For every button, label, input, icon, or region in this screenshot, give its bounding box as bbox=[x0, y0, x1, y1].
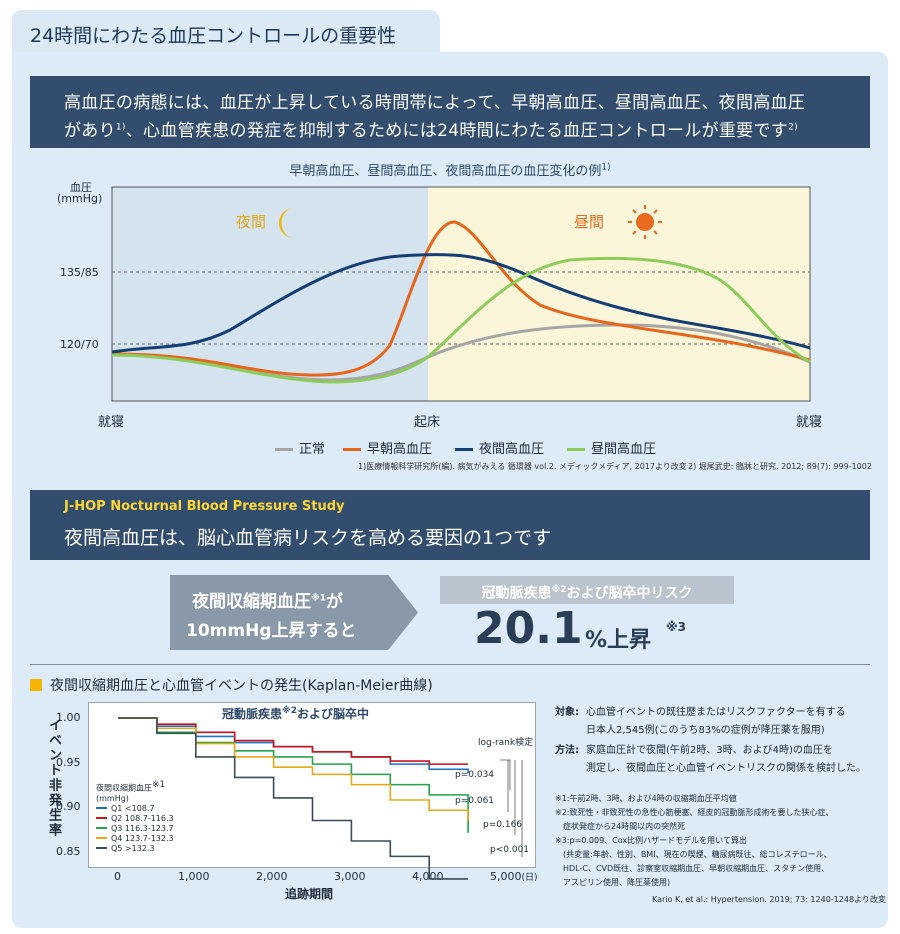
km-legend-q2: Q2 108.7-116.3 bbox=[96, 814, 174, 824]
method-text-1: 家庭血圧計で夜間(午前2時、3時、および4時)の血圧を bbox=[586, 745, 833, 756]
km-y-axis-title: イベント非発生率 bbox=[46, 718, 61, 838]
reference-2: 2) 堀尾武史: 臨牀と研究. 2012; 89(7): 999-1002 bbox=[688, 462, 872, 471]
km-subtitle: 冠動脈疾患※2および脳卒中 bbox=[222, 706, 370, 721]
nocturnal-curve bbox=[111, 253, 811, 354]
risk-footnote-mark: ※3 bbox=[666, 620, 687, 634]
km-x-tick: 0 bbox=[114, 870, 121, 883]
km-x-tick: 2,000 bbox=[256, 870, 288, 883]
p-value: p=0.166 bbox=[483, 820, 523, 830]
legend-morning: 早朝高血圧 bbox=[343, 438, 432, 457]
p-value: p<0.001 bbox=[490, 845, 530, 855]
study-banner: J-HOP Nocturnal Blood Pressure Study 夜間高… bbox=[30, 490, 870, 560]
footnotes: ※1:午前2時、3時、および4時の収縮期血圧平均値 ※2:致死性・非致死性の急性… bbox=[555, 794, 834, 887]
summary-line-2: があり1)、心血管疾患の発症を抑制するためには24時間にわたる血圧コントロールが… bbox=[64, 121, 798, 141]
day-label: 昼間 bbox=[574, 213, 604, 231]
condition-line-2: 10mmHg上昇すると bbox=[186, 621, 357, 641]
x-label-bedtime-start: 就寝 bbox=[98, 415, 125, 430]
bp-figure-title: 早朝高血圧、昼間高血圧、夜間高血圧の血圧変化の例1) bbox=[289, 162, 611, 179]
km-y-tick: 0.85 bbox=[56, 845, 81, 858]
condition-line-1: 夜間収縮期血圧※1が bbox=[192, 592, 344, 612]
km-x-axis-title: 追跡期間 bbox=[285, 887, 334, 901]
km-legend-q4: Q4 123.7-132.3 bbox=[96, 834, 174, 844]
sun-icon bbox=[628, 205, 662, 239]
km-series-line bbox=[118, 717, 469, 880]
km-legend-q1: Q1 <108.7 bbox=[96, 804, 174, 814]
bp-tick-upper: 135/85 bbox=[60, 266, 99, 279]
km-legend: 夜間収縮期血圧※1 (mmHg) Q1 <108.7 Q2 108.7-116.… bbox=[96, 780, 174, 854]
km-legend-unit: (mmHg) bbox=[96, 793, 129, 803]
p-value: p=0.061 bbox=[455, 796, 495, 806]
section-tab: 24時間にわたる血圧コントロールの重要性 bbox=[12, 10, 440, 54]
method-text-2: 測定し、夜間血圧と心血管イベントリスクの関係を検討した。 bbox=[586, 763, 866, 774]
legend-normal: 正常 bbox=[275, 438, 325, 457]
legend-nocturnal: 夜間高血圧 bbox=[455, 438, 544, 457]
summary-line-1: 高血圧の病態には、血圧が上昇している時間帯によって、早朝高血圧、昼間高血圧、夜間… bbox=[64, 93, 806, 113]
km-y-tick: 0.95 bbox=[56, 756, 81, 769]
subject-text-1: 心血管イベントの既往歴またはリスクファクターを有する bbox=[586, 707, 846, 718]
summary-banner: 高血圧の病態には、血圧が上昇している時間帯によって、早朝高血圧、昼間高血圧、夜間… bbox=[30, 76, 870, 148]
risk-label: 冠動脈疾患※2および脳卒中リスク bbox=[440, 576, 734, 604]
p-value: p=0.034 bbox=[455, 770, 495, 780]
km-x-tick: 1,000 bbox=[178, 870, 210, 883]
km-legend-q5: Q5 >132.3 bbox=[96, 844, 174, 854]
p-bracket bbox=[500, 759, 523, 857]
section-title: 24時間にわたる血圧コントロールの重要性 bbox=[30, 25, 397, 47]
km-x-tick: 3,000 bbox=[334, 870, 366, 883]
km-x-tick: 5,000(日) bbox=[490, 870, 538, 883]
divider bbox=[30, 664, 870, 665]
km-legend-title: 夜間収縮期血圧※1 bbox=[96, 780, 166, 793]
km-x-tick: 4,000 bbox=[412, 870, 444, 883]
study-headline: 夜間高血圧は、脳心血管病リスクを高める要因の1つです bbox=[64, 527, 552, 549]
morning-curve bbox=[111, 220, 811, 377]
logrank-label: log-rank検定 bbox=[478, 738, 534, 748]
risk-unit: %上昇 bbox=[585, 628, 652, 653]
daytime-curve bbox=[111, 256, 811, 384]
subject-text-2: 日本人2,545例(このうち83%の症例が降圧薬を服用) bbox=[586, 725, 825, 736]
km-plot-area bbox=[88, 702, 536, 868]
reference-1: 1)医療情報科学研究所(編). 病気がみえる 循環器 vol.2. メディックメ… bbox=[358, 462, 687, 471]
bp-tick-lower: 120/70 bbox=[60, 338, 99, 351]
x-label-bedtime-end: 就寝 bbox=[796, 415, 823, 430]
x-label-wake: 起床 bbox=[414, 415, 441, 430]
km-series-line bbox=[118, 717, 469, 774]
condition-arrow: 夜間収縮期血圧※1が 10mmHg上昇すると bbox=[170, 575, 418, 650]
legend-daytime: 昼間高血圧 bbox=[567, 438, 656, 457]
citation: Kario K, et al.: Hypertension. 2019; 73:… bbox=[652, 895, 886, 904]
day-area bbox=[428, 187, 810, 401]
method-label: 方法: bbox=[555, 745, 579, 756]
moon-icon bbox=[279, 208, 294, 238]
km-y-tick: 1.00 bbox=[56, 711, 81, 724]
bp-diagram: 夜間 昼間 bbox=[111, 186, 811, 402]
bp-axis-label: 血圧 bbox=[70, 181, 92, 194]
km-legend-q3: Q3 116.3-123.7 bbox=[96, 824, 174, 834]
risk-value: 20.1 bbox=[474, 603, 583, 654]
study-name: J-HOP Nocturnal Blood Pressure Study bbox=[64, 499, 345, 514]
km-y-tick: 0.90 bbox=[56, 800, 81, 813]
bp-axis-unit: (mmHg) bbox=[57, 192, 103, 205]
subject-label: 対象: bbox=[555, 707, 579, 718]
night-label: 夜間 bbox=[236, 213, 266, 231]
km-series-line bbox=[118, 717, 469, 821]
km-series-line bbox=[118, 717, 469, 765]
night-area bbox=[112, 187, 428, 401]
km-title: 夜間収縮期血圧と心血管イベントの発生(Kaplan-Meier曲線) bbox=[30, 675, 433, 695]
